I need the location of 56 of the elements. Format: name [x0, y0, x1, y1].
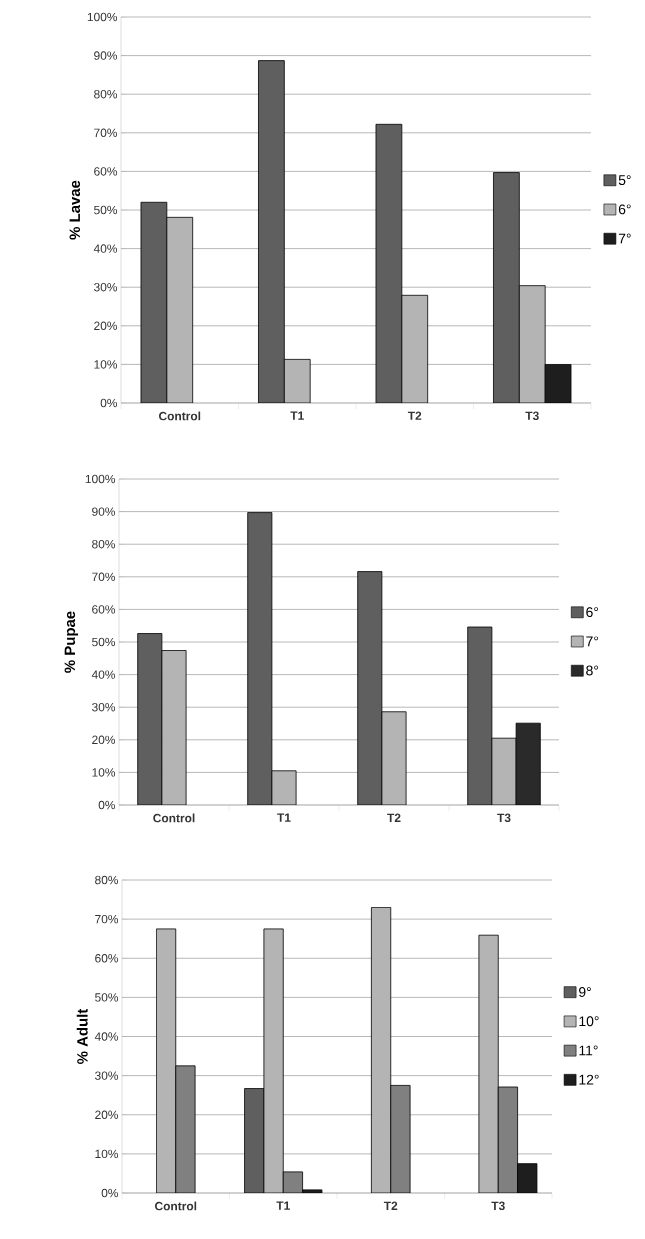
y-tick-label: 20%: [94, 321, 118, 331]
y-tick-label: 0%: [101, 1188, 119, 1198]
y-axis-title: % Lavae: [69, 180, 81, 240]
legend-label: 11°: [579, 1045, 598, 1056]
y-tick-label: 10%: [94, 360, 118, 369]
x-tick-label: T1: [276, 1201, 290, 1210]
y-tick-label: 80%: [95, 875, 119, 885]
y-tick-label: 0%: [100, 398, 118, 408]
x-tick-label: Control: [158, 411, 201, 421]
y-tick-label: 50%: [94, 205, 118, 215]
legend-label: 6°: [586, 607, 599, 618]
legend-label: 7°: [586, 636, 599, 647]
y-tick-label: 60%: [94, 167, 118, 176]
y-tick-label: 0%: [98, 800, 116, 810]
x-tick-label: T1: [290, 411, 304, 420]
y-tick-label: 50%: [95, 993, 119, 1002]
y-tick-label: 70%: [92, 572, 116, 582]
x-tick-label: T2: [383, 1201, 398, 1210]
x-tick-label: T2: [407, 411, 422, 420]
x-tick-label: Control: [154, 1201, 197, 1211]
y-tick-label: 30%: [94, 282, 118, 292]
y-tick-label: 50%: [92, 637, 116, 647]
legend-label: 7°: [618, 233, 631, 244]
x-tick-label: Control: [153, 813, 195, 823]
legend-label: 10°: [579, 1016, 599, 1027]
x-tick-label: T3: [491, 1201, 505, 1211]
y-tick-label: 40%: [94, 1032, 119, 1041]
y-tick-label: 30%: [92, 702, 116, 712]
x-tick-label: T1: [277, 813, 291, 822]
y-axis-title: % Pupae: [64, 611, 79, 673]
x-tick-label: T2: [387, 813, 401, 822]
y-tick-label: 90%: [94, 51, 118, 60]
legend-label: 8°: [586, 665, 599, 676]
y-tick-label: 80%: [92, 539, 116, 549]
y-tick-label: 90%: [92, 507, 116, 516]
y-tick-label: 40%: [93, 244, 118, 253]
legend-label: 9°: [579, 987, 591, 997]
y-tick-label: 60%: [92, 605, 116, 614]
legend-label: 6°: [618, 204, 631, 215]
y-tick-label: 60%: [95, 954, 119, 963]
y-tick-label: 80%: [94, 89, 118, 99]
y-tick-label: 40%: [91, 670, 116, 679]
y-tick-label: 20%: [92, 735, 116, 745]
y-tick-label: 20%: [95, 1110, 119, 1119]
y-tick-label: 100%: [85, 474, 116, 484]
y-axis-title: % Adult: [76, 1008, 88, 1064]
y-tick-label: 30%: [95, 1071, 119, 1080]
x-tick-label: T3: [525, 411, 539, 421]
x-tick-label: T3: [497, 813, 511, 823]
legend-label: 12°: [579, 1074, 599, 1085]
y-tick-label: 100%: [87, 12, 118, 22]
legend-label: 5°: [618, 175, 631, 186]
y-tick-label: 70%: [95, 914, 119, 924]
y-tick-label: 10%: [95, 1149, 119, 1159]
y-tick-label: 70%: [94, 128, 118, 138]
y-tick-label: 10%: [92, 768, 116, 777]
